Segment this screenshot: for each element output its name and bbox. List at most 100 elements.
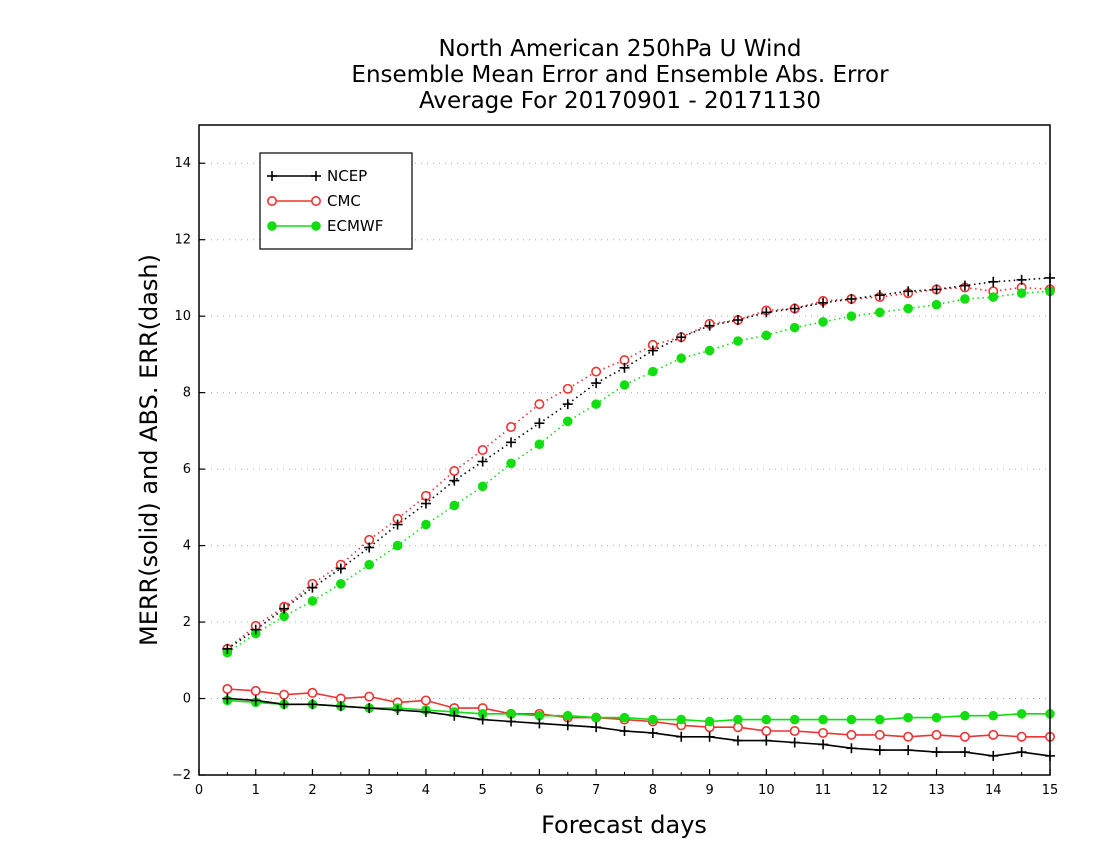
point-ecmwf-mean-error: [676, 714, 687, 725]
title-line-3: Average For 20170901 - 20171130: [418, 88, 822, 114]
x-tick-label: 15: [1042, 783, 1059, 798]
point-ecmwf-abs-error: [676, 353, 687, 364]
point-ncep-mean-error: [874, 745, 885, 756]
point-ecmwf-mean-error: [534, 710, 545, 721]
point-cmc-abs-error: [591, 366, 602, 377]
point-cmc-mean-error: [420, 695, 431, 706]
point-ncep-abs-error: [449, 475, 460, 486]
point-ncep-mean-error: [477, 714, 488, 725]
point-cmc-mean-error: [279, 689, 290, 700]
legend-label-cmc: CMC: [327, 192, 361, 210]
point-ecmwf-mean-error: [477, 709, 488, 719]
y-tick-label: 4: [183, 539, 191, 554]
y-tick-label: 6: [183, 462, 191, 477]
point-ncep-mean-error: [392, 705, 403, 715]
point-ecmwf-mean-error: [931, 712, 942, 723]
point-ncep-abs-error: [732, 315, 743, 325]
x-tick-label: 7: [592, 783, 600, 798]
point-ecmwf-abs-error: [307, 596, 318, 606]
x-tick-label: 0: [195, 783, 203, 798]
point-ecmwf-abs-error: [988, 292, 999, 302]
point-ncep-mean-error: [534, 718, 545, 729]
line-cmc-abs-error: [226, 286, 1051, 650]
legend-marker-ncep: [267, 171, 277, 181]
legend-marker-cmc: [266, 196, 277, 207]
point-cmc-abs-error: [534, 399, 545, 410]
point-ncep-abs-error: [477, 456, 488, 467]
point-cmc-abs-error: [506, 422, 517, 433]
x-tick-label: 4: [422, 783, 430, 798]
legend-marker-ecmwf: [267, 221, 277, 231]
point-ncep-mean-error: [449, 710, 460, 721]
point-ncep-abs-error: [789, 303, 800, 314]
point-cmc-mean-error: [364, 691, 375, 702]
point-ecmwf-abs-error: [591, 399, 601, 409]
point-cmc-mean-error: [931, 729, 942, 740]
y-tick-label: 12: [174, 233, 191, 248]
point-ecmwf-abs-error: [789, 322, 800, 333]
point-ecmwf-mean-error: [506, 709, 516, 719]
y-tick-label: 14: [174, 156, 191, 171]
point-ecmwf-mean-error: [903, 712, 913, 723]
x-axis-title: Forecast days: [541, 811, 707, 839]
point-ncep-mean-error: [846, 743, 857, 754]
point-ecmwf-mean-error: [704, 716, 715, 727]
point-ecmwf-mean-error: [960, 710, 970, 721]
point-ecmwf-abs-error: [477, 481, 488, 492]
point-ncep-abs-error: [959, 280, 970, 291]
point-ecmwf-abs-error: [846, 311, 857, 321]
point-ncep-mean-error: [931, 747, 942, 758]
point-cmc-abs-error: [449, 466, 460, 477]
point-ncep-mean-error: [506, 716, 517, 727]
point-cmc-mean-error: [818, 727, 829, 738]
point-cmc-mean-error: [874, 729, 885, 740]
line-cmc-mean-error: [227, 688, 1050, 738]
point-ncep-abs-error: [222, 643, 233, 654]
point-ecmwf-abs-error: [506, 458, 516, 469]
point-ecmwf-mean-error: [846, 714, 857, 725]
x-tick-label: 8: [649, 783, 657, 798]
point-ncep-mean-error: [250, 695, 261, 706]
point-cmc-mean-error: [789, 726, 800, 737]
point-cmc-mean-error: [846, 729, 857, 740]
point-ncep-abs-error: [818, 297, 829, 308]
x-tick-label: 3: [365, 783, 373, 798]
point-ncep-mean-error: [988, 750, 999, 761]
y-tick-label: 0: [183, 692, 191, 707]
point-ecmwf-abs-error: [421, 519, 431, 530]
y-tick-label: 10: [174, 309, 191, 324]
point-ecmwf-abs-error: [364, 559, 375, 570]
point-ncep-abs-error: [364, 542, 375, 553]
point-cmc-abs-error: [477, 444, 488, 455]
point-ecmwf-abs-error: [648, 366, 658, 377]
point-cmc-mean-error: [307, 687, 318, 698]
point-ncep-mean-error: [335, 701, 346, 712]
series-layer: [222, 272, 1056, 761]
point-ncep-abs-error: [846, 293, 857, 304]
point-ncep-mean-error: [903, 745, 914, 756]
point-ecmwf-mean-error: [789, 714, 800, 725]
x-tick-label: 5: [479, 783, 487, 798]
point-ecmwf-abs-error: [392, 540, 403, 551]
point-ncep-mean-error: [732, 735, 743, 746]
point-ecmwf-mean-error: [733, 714, 743, 725]
point-ncep-abs-error: [506, 437, 517, 448]
point-ncep-abs-error: [619, 362, 630, 373]
point-ecmwf-abs-error: [336, 579, 346, 589]
grid-lines: [199, 162, 1050, 776]
point-ncep-mean-error: [647, 727, 658, 738]
point-ncep-abs-error: [420, 498, 431, 509]
title-line-1: North American 250hPa U Wind: [438, 36, 802, 62]
point-ncep-abs-error: [761, 307, 772, 318]
y-tick-label: 2: [183, 615, 191, 630]
point-ecmwf-abs-error: [733, 336, 743, 346]
point-ncep-abs-error: [307, 582, 318, 593]
point-ncep-mean-error: [959, 747, 970, 758]
point-ncep-mean-error: [307, 699, 318, 710]
point-cmc-mean-error: [1016, 731, 1027, 742]
point-ncep-abs-error: [931, 284, 942, 295]
x-tick-label: 2: [308, 783, 316, 798]
point-ecmwf-mean-error: [875, 714, 885, 725]
point-cmc-mean-error: [988, 729, 999, 740]
